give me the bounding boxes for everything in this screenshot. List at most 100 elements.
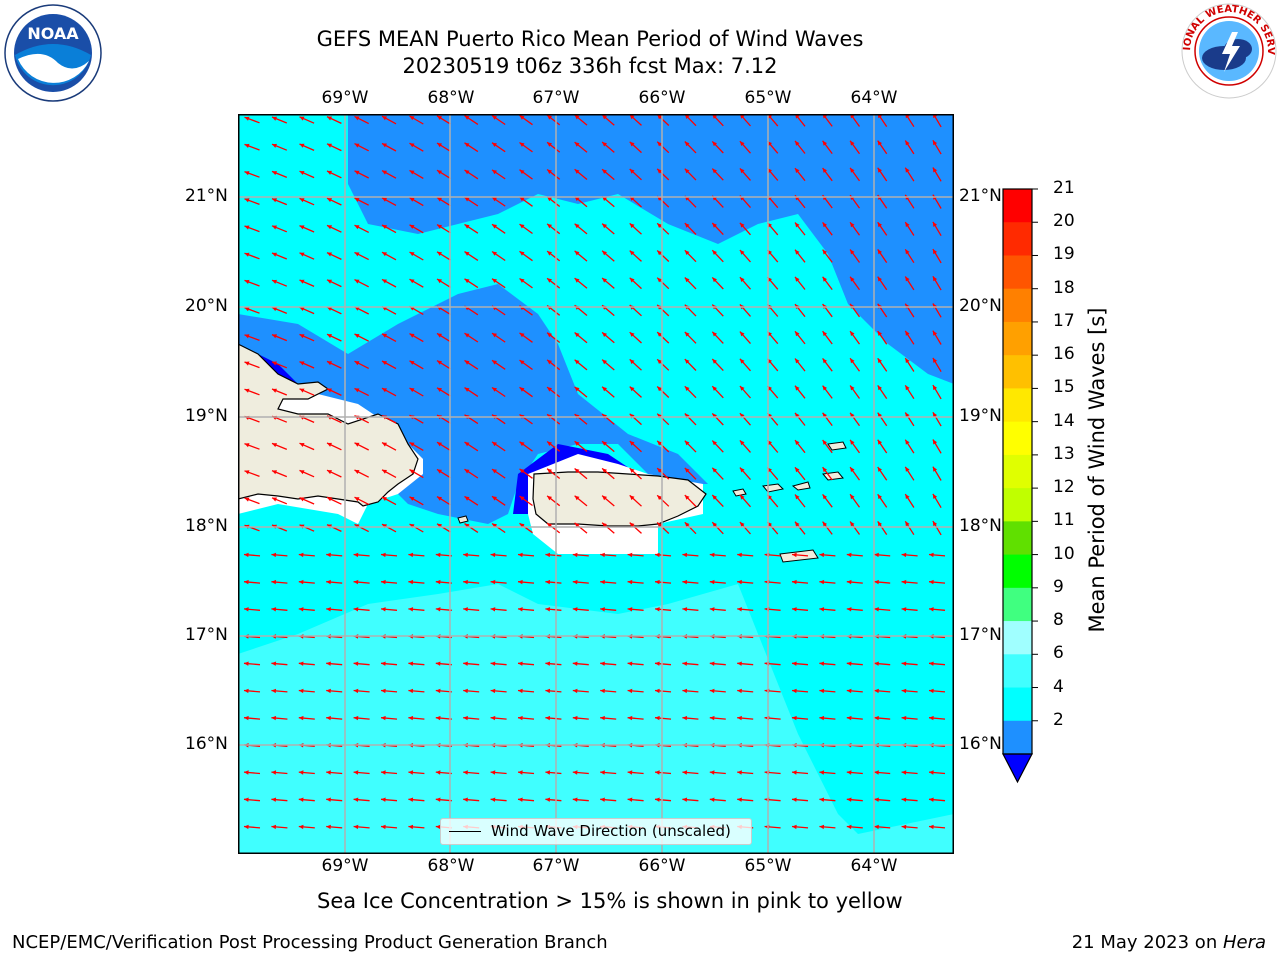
lat-label-right: 20°N (959, 296, 1002, 316)
wind-wave-arrow-head (381, 661, 386, 666)
colorbar-segment (1003, 554, 1032, 589)
wind-wave-arrow-head (627, 552, 633, 558)
wind-wave-arrow-head (822, 440, 827, 445)
wind-wave-arrow-head (437, 442, 442, 447)
wind-wave-arrow-head (271, 579, 277, 585)
wind-wave-arrow-head (901, 607, 907, 612)
ocean-blue-central (238, 284, 708, 524)
wind-wave-arrow-head (492, 251, 497, 256)
wind-wave-arrow-head (905, 385, 910, 391)
wind-wave-arrow-head (519, 441, 525, 447)
wind-wave-arrow-head (850, 167, 855, 173)
wind-wave-arrow-head (382, 361, 387, 365)
wind-wave-arrow-head (709, 579, 715, 585)
wind-wave-arrow-head (437, 143, 442, 148)
wind-wave-arrow-head (682, 688, 688, 694)
wind-wave-arrow-head (547, 115, 552, 120)
wind-wave-arrow-head (574, 332, 580, 338)
wind-wave-arrow-head (795, 521, 800, 527)
wind-wave-arrow-head (299, 143, 305, 148)
wind-wave-arrow-head (684, 168, 690, 174)
colorbar-tick-label: 8 (1053, 610, 1064, 631)
wind-wave-arrow-head (602, 114, 607, 120)
wind-wave-arrow-head (408, 688, 414, 694)
lon-label-top: 65°W (744, 88, 792, 108)
wind-wave-arrow-head (326, 715, 331, 721)
wind-wave-arrow-head (463, 688, 468, 694)
wind-wave-arrow-head (490, 579, 496, 585)
wind-wave-arrow-head (932, 249, 938, 255)
wind-wave-arrow-head (739, 494, 745, 500)
chart-subtitle-run: 20230519 t06z 336h fcst Max: 7.12 (402, 54, 778, 78)
wind-wave-arrow-head (381, 797, 386, 802)
wind-wave-arrow-head (877, 521, 882, 527)
wind-wave-arrow-head (846, 607, 852, 612)
wind-wave-arrow-head (382, 469, 387, 474)
wind-wave-arrow-head (574, 359, 580, 365)
wind-wave-arrow-head (326, 607, 331, 612)
wind-wave-arrow-head (437, 523, 442, 528)
wind-wave-arrow-head (492, 523, 497, 528)
wind-wave-arrow-head (819, 579, 825, 585)
wind-wave-arrow-head (463, 797, 468, 802)
lat-label-right: 18°N (959, 516, 1002, 536)
wind-wave-arrow-head (435, 552, 441, 558)
wind-wave-arrow-head (547, 468, 552, 474)
wind-wave-arrow-head (932, 330, 938, 336)
wind-wave-arrow-head (435, 715, 441, 721)
colorbar-label: Mean Period of Wind Waves [s] (1085, 307, 1109, 633)
wind-wave-arrow-head (354, 306, 360, 311)
wind-wave-arrow-head (932, 276, 938, 282)
colorbar-tick-label: 21 (1053, 178, 1075, 198)
wind-wave-arrow-head (901, 770, 907, 775)
wind-wave-arrow-head (547, 142, 552, 147)
wind-wave-arrow-head (408, 552, 414, 558)
wind-wave-arrow-head (464, 197, 470, 202)
wind-wave-arrow-head (905, 276, 910, 282)
lon-label-top: 67°W (532, 88, 580, 108)
wind-wave-arrow-head (572, 797, 578, 802)
colorbar-segment (1003, 521, 1032, 556)
wind-wave-arrow-head (244, 607, 249, 612)
graticule (238, 114, 954, 854)
wind-wave-arrow-head (490, 607, 496, 612)
wind-wave-arrow-head (574, 441, 580, 446)
colorbar-tick-label: 13 (1053, 443, 1075, 464)
wind-wave-arrow-head (409, 524, 415, 529)
wind-wave-arrow-head (464, 333, 470, 338)
lon-label-bottom: 68°W (427, 856, 475, 876)
wind-wave-arrow-head (822, 358, 827, 364)
wind-wave-arrow-head (600, 688, 605, 694)
wind-wave-arrow-head (271, 607, 277, 612)
wind-wave-arrow-head (629, 223, 635, 229)
wind-wave-arrow-head (547, 359, 552, 365)
wind-wave-arrow-head (409, 224, 415, 229)
wind-wave-arrow-head (629, 114, 635, 120)
colorbar-frame (1002, 188, 1033, 755)
wind-wave-arrow-head (709, 607, 715, 612)
wind-wave-arrow-head (627, 579, 633, 585)
wind-wave-arrow-head (382, 442, 387, 447)
legend-label: Wind Wave Direction (unscaled) (491, 822, 731, 840)
wind-wave-arrow-head (572, 552, 578, 558)
wind-wave-arrow-head (905, 140, 910, 146)
wind-wave-arrow-head (822, 276, 827, 282)
wind-wave-arrow-head (547, 441, 552, 446)
wind-wave-arrow-head (901, 824, 907, 830)
wind-wave-arrow-head (905, 222, 910, 227)
wind-wave-arrow-head (629, 468, 635, 473)
land-virgin-islands (732, 441, 847, 497)
wind-wave-arrow-head (464, 278, 470, 284)
wind-wave-arrow-head (382, 116, 387, 121)
wind-wave-arrow-head (795, 168, 800, 173)
wind-wave-arrow-head (464, 360, 470, 365)
wind-wave-arrow-head (739, 277, 745, 282)
wind-wave-arrow-head (819, 797, 825, 802)
wind-wave-arrow-head (244, 334, 250, 339)
wind-wave-arrow-head (408, 770, 414, 775)
wind-wave-arrow-head (327, 225, 332, 230)
wind-wave-arrow-head (929, 688, 934, 694)
wind-wave-arrow-head (739, 222, 745, 228)
lon-label-bottom: 67°W (532, 856, 580, 876)
wind-wave-arrow-head (795, 222, 800, 228)
